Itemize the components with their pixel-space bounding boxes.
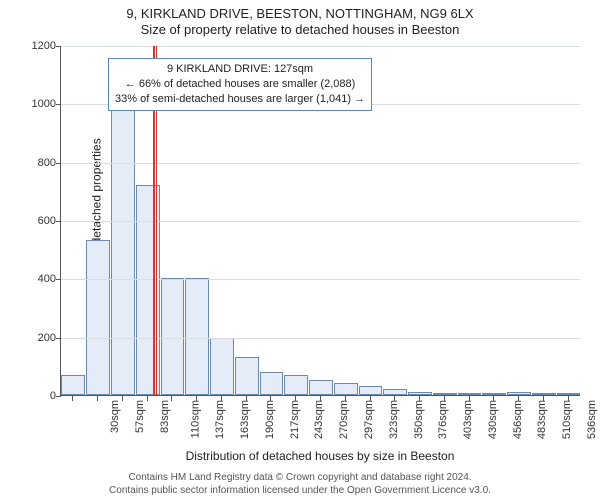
x-tick-label: 270sqm xyxy=(338,400,350,439)
x-tick-label: 30sqm xyxy=(109,400,121,433)
gridline xyxy=(61,163,580,164)
x-tick-label: 190sqm xyxy=(264,400,276,439)
x-tick-label: 403sqm xyxy=(462,400,474,439)
x-tick-mark xyxy=(394,396,395,401)
x-tick-mark xyxy=(270,396,271,401)
page-title-main: 9, KIRKLAND DRIVE, BEESTON, NOTTINGHAM, … xyxy=(0,6,600,22)
x-tick-mark xyxy=(295,396,296,401)
bar xyxy=(111,98,135,396)
footer-line-2: Contains public sector information licen… xyxy=(0,485,600,498)
y-tick-mark xyxy=(56,104,61,105)
y-tick-label: 1200 xyxy=(16,40,56,52)
footer-line-1: Contains HM Land Registry data © Crown c… xyxy=(0,472,600,485)
x-tick-label: 456sqm xyxy=(512,400,524,439)
x-tick-label: 110sqm xyxy=(189,400,201,438)
x-tick-mark xyxy=(444,396,445,401)
y-tick-mark xyxy=(56,221,61,222)
y-tick-label: 1000 xyxy=(16,98,56,110)
x-tick-label: 57sqm xyxy=(134,400,146,433)
bar xyxy=(408,392,432,395)
bar xyxy=(433,393,457,395)
x-tick-label: 350sqm xyxy=(413,400,425,439)
gridline xyxy=(61,221,580,222)
x-tick-label: 297sqm xyxy=(363,400,375,439)
x-tick-label: 323sqm xyxy=(388,400,400,439)
bar xyxy=(210,338,234,395)
bar xyxy=(359,386,383,395)
bar xyxy=(532,393,556,395)
y-tick-label: 200 xyxy=(16,332,56,344)
x-tick-mark xyxy=(345,396,346,401)
callout-line: 9 KIRKLAND DRIVE: 127sqm xyxy=(115,62,365,77)
bar xyxy=(458,393,482,395)
x-tick-mark xyxy=(97,396,98,401)
gridline xyxy=(61,279,580,280)
bar xyxy=(61,375,85,395)
y-tick-mark xyxy=(56,338,61,339)
bar xyxy=(507,392,531,396)
callout-line: ← 66% of detached houses are smaller (2,… xyxy=(115,77,365,92)
x-tick-mark xyxy=(246,396,247,401)
x-tick-mark xyxy=(122,396,123,401)
x-tick-mark xyxy=(221,396,222,401)
x-tick-label: 83sqm xyxy=(159,400,171,433)
x-tick-label: 243sqm xyxy=(314,400,326,439)
x-tick-label: 217sqm xyxy=(289,400,301,439)
callout-line: 33% of semi-detached houses are larger (… xyxy=(115,92,365,107)
chart-area: 020040060080010001200 Distribution of de… xyxy=(60,46,580,426)
x-tick-mark xyxy=(568,396,569,401)
bar xyxy=(235,357,259,395)
x-tick-mark xyxy=(419,396,420,401)
x-tick-mark xyxy=(543,396,544,401)
x-tick-mark xyxy=(72,396,73,401)
y-tick-mark xyxy=(56,163,61,164)
x-tick-label: 137sqm xyxy=(215,400,227,439)
x-tick-mark xyxy=(320,396,321,401)
y-tick-label: 600 xyxy=(16,215,56,227)
bar xyxy=(383,389,407,395)
gridline xyxy=(61,46,580,47)
y-tick-label: 0 xyxy=(16,390,56,402)
bar xyxy=(482,393,506,395)
x-tick-mark xyxy=(196,396,197,401)
y-tick-mark xyxy=(56,46,61,47)
x-tick-mark xyxy=(370,396,371,401)
x-tick-label: 163sqm xyxy=(239,400,251,439)
bar xyxy=(86,240,110,395)
x-tick-mark xyxy=(147,396,148,401)
y-tick-label: 400 xyxy=(16,273,56,285)
x-tick-label: 430sqm xyxy=(487,400,499,439)
bar xyxy=(284,375,308,395)
bar xyxy=(260,372,284,395)
x-tick-mark xyxy=(171,396,172,401)
bar xyxy=(309,380,333,395)
x-tick-mark xyxy=(493,396,494,401)
gridline xyxy=(61,338,580,339)
callout-box: 9 KIRKLAND DRIVE: 127sqm← 66% of detache… xyxy=(108,58,372,111)
page-title-sub: Size of property relative to detached ho… xyxy=(0,22,600,38)
x-axis-label: Distribution of detached houses by size … xyxy=(60,449,580,463)
footer: Contains HM Land Registry data © Crown c… xyxy=(0,472,600,497)
x-tick-mark xyxy=(469,396,470,401)
bar xyxy=(557,393,581,395)
x-tick-label: 376sqm xyxy=(437,400,449,439)
bar xyxy=(334,383,358,395)
y-tick-mark xyxy=(56,279,61,280)
y-tick-mark xyxy=(56,396,61,397)
x-tick-mark xyxy=(518,396,519,401)
x-tick-label: 536sqm xyxy=(586,400,598,439)
x-tick-label: 483sqm xyxy=(536,400,548,439)
y-tick-label: 800 xyxy=(16,157,56,169)
x-tick-label: 510sqm xyxy=(561,400,573,439)
